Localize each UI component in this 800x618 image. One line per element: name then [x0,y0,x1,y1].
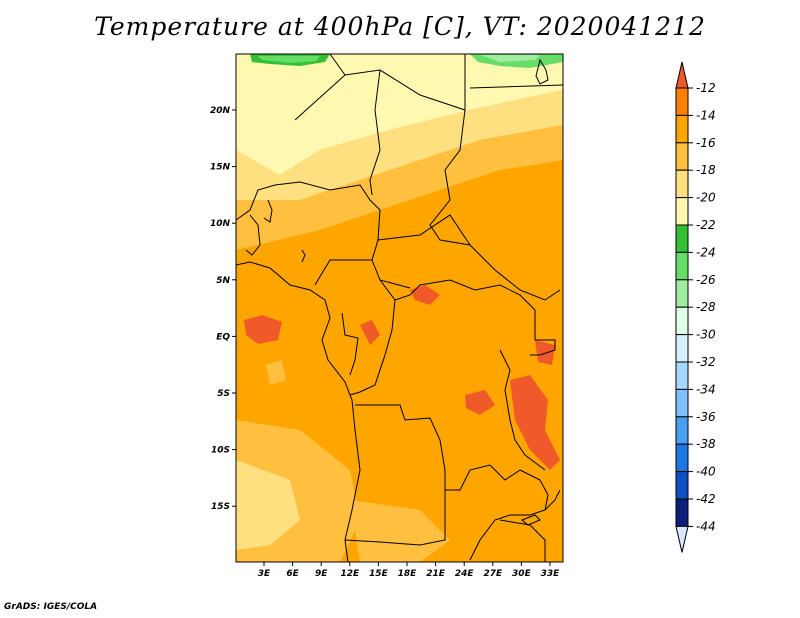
colorbar-label: -44 [696,519,716,533]
colorbar-swatch [675,498,689,527]
credit-text: GrADS: IGES/COLA [4,602,98,612]
colorbar-swatch [675,334,689,363]
lon-tick-label: 12E [340,569,360,579]
colorbar-label: -12 [696,81,716,95]
lat-tick-label: 15N [210,163,231,173]
colorbar-label: -34 [696,382,716,396]
map-frame [235,53,564,563]
country-borders [235,53,564,563]
colorbar-label: -36 [696,410,716,424]
colorbar-label: -38 [696,437,716,451]
colorbar-swatch [675,388,689,418]
colorbar-bottom-arrow [675,525,689,553]
latitude-axis: 20N 15N 10N 5N EQ 5S 10S 15S [210,106,236,512]
colorbar-label: -20 [696,191,716,205]
colorbar-swatch [675,251,689,281]
lon-tick-label: 21E [426,569,446,579]
colorbar-label: -22 [696,218,716,232]
colorbar-swatch [675,443,689,473]
lon-tick-label: 27E [483,569,503,579]
colorbar-label: -40 [696,465,716,479]
temperature-field [236,54,563,562]
colorbar-label: -18 [696,163,716,177]
lon-tick-label: 3E [258,569,271,579]
colorbar-top-arrow [675,61,689,89]
colorbar: -12 -14 -16 -18 -20 -22 -24 -26 -28 -30 -32 -34 -36 -… [675,61,716,553]
colorbar-label: -16 [696,136,716,150]
lon-tick-label: 9E [315,569,328,579]
colorbar-swatch [675,361,689,390]
colorbar-swatch [675,87,689,116]
lon-tick-label: 33E [541,569,561,579]
colorbar-label: -30 [696,328,716,342]
lon-tick-label: 30E [512,569,532,579]
lat-tick-label: EQ [216,332,230,342]
lat-tick-label: 5N [216,276,230,286]
lon-tick-label: 6E [286,569,299,579]
colorbar-swatch [675,197,689,226]
lat-tick-label: 10S [211,446,230,456]
colorbar-label: -26 [696,273,716,287]
chart-title: Temperature at 400hPa [C], VT: 202004121… [94,12,706,41]
longitude-axis: 3E 6E 9E 12E 15E 18E 21E 24E 27E 30E 33E [258,562,560,579]
lon-tick-label: 18E [398,569,418,579]
lat-tick-label: 15S [211,502,230,512]
colorbar-swatch [675,142,689,171]
colorbar-label: -42 [696,492,716,506]
colorbar-label: -24 [696,245,716,259]
colorbar-swatch [675,471,689,500]
colorbar-swatch [675,169,689,199]
colorbar-swatch [675,306,689,336]
colorbar-label: -28 [696,300,716,314]
lon-tick-label: 24E [455,569,475,579]
lat-tick-label: 5S [217,389,230,399]
lat-tick-label: 20N [210,106,231,116]
lon-tick-label: 15E [369,569,389,579]
colorbar-swatch [675,416,689,445]
lat-tick-label: 10N [210,219,231,229]
colorbar-swatch [675,114,689,144]
colorbar-swatch [675,224,689,253]
colorbar-label: -14 [696,108,716,122]
colorbar-swatch [675,279,689,308]
colorbar-label: -32 [696,355,716,369]
